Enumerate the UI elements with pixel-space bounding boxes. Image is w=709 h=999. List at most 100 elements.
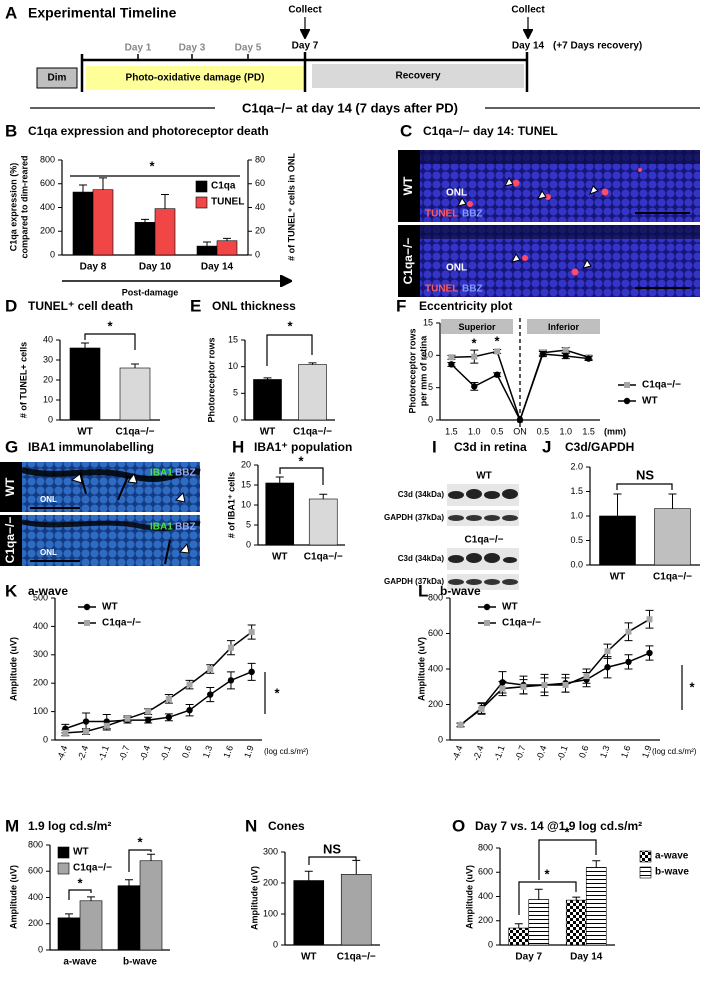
marker bbox=[145, 708, 152, 715]
stain-label: TUNEL bbox=[425, 284, 458, 295]
marker bbox=[623, 397, 631, 405]
marker bbox=[471, 383, 478, 390]
significance-bracket bbox=[266, 334, 313, 366]
error-bar bbox=[561, 677, 570, 693]
y-tick-label: 40 bbox=[255, 202, 265, 212]
y-tick-label: 200 bbox=[40, 226, 55, 236]
y-tick-label: 1.0 bbox=[570, 510, 583, 520]
arrowhead bbox=[178, 542, 190, 554]
chart-title: ONL thickness bbox=[212, 299, 296, 313]
marker bbox=[520, 683, 527, 690]
marker bbox=[539, 350, 547, 358]
blot-bands bbox=[448, 553, 517, 563]
collect-label: Collect bbox=[511, 5, 545, 16]
blot-bands bbox=[448, 579, 518, 585]
bar bbox=[216, 240, 238, 256]
x-tick-label: a-wave bbox=[63, 957, 97, 968]
marker bbox=[646, 649, 653, 657]
micrograph-band bbox=[420, 225, 700, 239]
bar bbox=[599, 515, 636, 566]
marker bbox=[624, 382, 630, 388]
error-bar bbox=[131, 363, 139, 368]
microglia bbox=[21, 467, 201, 483]
error-bar bbox=[65, 913, 73, 918]
error-bar bbox=[592, 860, 601, 868]
y-tick-label: 10 bbox=[43, 394, 53, 404]
chart-title: 1.9 log cd.s/m² bbox=[28, 819, 111, 833]
error-bar bbox=[263, 377, 272, 380]
blot-label: WT bbox=[476, 471, 492, 482]
legend-label: TUNEL bbox=[211, 197, 244, 208]
marker bbox=[82, 718, 90, 725]
y-tick-label: 20 bbox=[43, 374, 53, 384]
x-tick-label: -1.1 bbox=[96, 744, 111, 762]
y-tick-label: 5 bbox=[246, 519, 251, 529]
error-bar bbox=[82, 712, 91, 731]
x-tick-label: C1qa−/− bbox=[304, 552, 343, 563]
marker bbox=[493, 371, 501, 378]
bar bbox=[79, 900, 103, 951]
y-axis-label: Amplitude (uV) bbox=[464, 865, 474, 929]
series-line bbox=[460, 618, 650, 726]
x-tick-label: 1.9 bbox=[242, 744, 256, 759]
legend-label: C1qa−/− bbox=[102, 618, 141, 629]
panel-label: I bbox=[432, 437, 437, 456]
panel-label: E bbox=[190, 296, 201, 315]
marker bbox=[484, 620, 490, 626]
damage-box bbox=[86, 66, 304, 90]
error-bar bbox=[319, 493, 328, 499]
legend-swatch bbox=[57, 846, 70, 859]
stain-label: IBA1 bbox=[150, 522, 173, 533]
y-tick-label: 800 bbox=[428, 592, 443, 602]
tunel-dots bbox=[467, 168, 642, 207]
marker bbox=[144, 716, 152, 724]
marker bbox=[83, 603, 91, 611]
row-strip bbox=[0, 515, 22, 566]
bar bbox=[69, 347, 101, 421]
region-box bbox=[527, 319, 600, 334]
y-tick-label: 10 bbox=[241, 499, 251, 509]
y-tick-label: 200 bbox=[33, 678, 48, 688]
y-tick-label: 0 bbox=[246, 539, 251, 549]
y-tick-label: 400 bbox=[428, 663, 443, 673]
significance-bracket bbox=[308, 856, 357, 865]
chart-title: Eccentricity plot bbox=[419, 299, 512, 313]
panel-label: N bbox=[245, 816, 257, 835]
x-tick-label: -4.4 bbox=[450, 744, 465, 762]
x-tick-label: -0.4 bbox=[138, 744, 153, 762]
significance-bracket bbox=[68, 889, 92, 900]
x-tick-label: -4.4 bbox=[55, 744, 70, 762]
layer-label: ONL bbox=[446, 188, 467, 199]
marker bbox=[124, 715, 131, 722]
legend-label: WT bbox=[102, 602, 118, 613]
marker bbox=[248, 668, 255, 676]
error-bar bbox=[582, 668, 591, 684]
error-bar bbox=[161, 193, 169, 209]
chart-title: b-wave bbox=[440, 584, 481, 598]
region-box bbox=[441, 319, 513, 334]
error-bar bbox=[223, 237, 231, 241]
x-tick-label: -1.1 bbox=[492, 744, 507, 762]
arrowheads bbox=[511, 253, 592, 269]
marker bbox=[483, 603, 491, 611]
bar bbox=[92, 189, 114, 256]
x-tick-label: C1qa−/− bbox=[116, 427, 155, 438]
bar bbox=[117, 885, 141, 951]
marker bbox=[103, 722, 110, 729]
y-axis-label: compared to dim-reared bbox=[19, 155, 29, 258]
panel-title: C3d in retina bbox=[454, 440, 527, 454]
marker bbox=[207, 666, 214, 672]
legend-swatch bbox=[195, 180, 208, 193]
x-tick-label: 1.9 bbox=[640, 744, 654, 759]
legend-label: b-wave bbox=[655, 867, 689, 878]
y-tick-label: 0 bbox=[488, 939, 493, 949]
series-line bbox=[65, 671, 252, 730]
legend-label: C1qa−/− bbox=[642, 380, 681, 391]
error-bar bbox=[668, 493, 677, 509]
y-tick-label: 0 bbox=[38, 944, 43, 954]
error-bar bbox=[645, 645, 654, 661]
y-tick-label: 40 bbox=[43, 334, 53, 344]
error-bar bbox=[275, 476, 284, 483]
legend-swatch bbox=[639, 866, 652, 879]
error-bar bbox=[498, 671, 507, 694]
